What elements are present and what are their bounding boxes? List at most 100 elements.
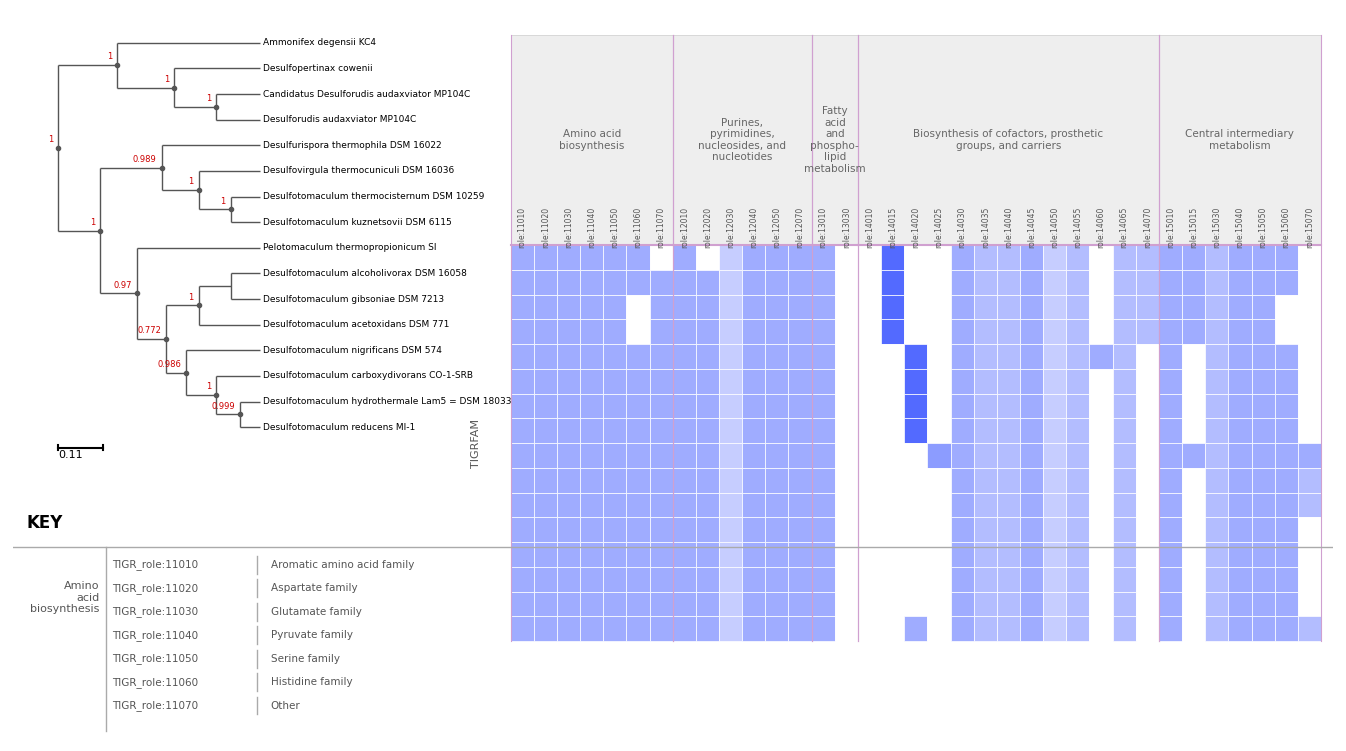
Bar	[789, 493, 812, 517]
Bar	[742, 542, 766, 567]
Bar	[789, 294, 812, 319]
Text: Central intermediary
metabolism: Central intermediary metabolism	[1186, 129, 1295, 151]
Bar	[1182, 294, 1205, 319]
Bar	[1205, 567, 1229, 592]
Bar	[1275, 617, 1298, 641]
Bar	[997, 319, 1020, 344]
Bar	[1298, 517, 1320, 542]
Bar	[696, 542, 719, 567]
Bar	[1205, 617, 1229, 641]
Bar	[557, 418, 580, 443]
Text: 1: 1	[188, 177, 194, 186]
Bar	[626, 344, 650, 369]
Bar	[1066, 517, 1089, 542]
Bar	[812, 35, 857, 245]
Bar	[1066, 369, 1089, 394]
Bar	[580, 517, 603, 542]
Bar	[719, 394, 742, 418]
Bar	[973, 493, 997, 517]
Bar	[510, 617, 534, 641]
Bar	[1229, 443, 1252, 468]
Bar	[812, 245, 835, 270]
Bar	[603, 443, 626, 468]
Bar	[835, 245, 857, 270]
Bar	[1205, 542, 1229, 567]
Bar	[534, 443, 557, 468]
Bar	[1182, 493, 1205, 517]
Bar	[510, 270, 534, 294]
Bar	[1089, 270, 1113, 294]
Bar	[1113, 592, 1136, 617]
Bar	[789, 245, 812, 270]
Bar	[1136, 517, 1159, 542]
Bar	[1159, 418, 1182, 443]
Bar	[857, 294, 882, 319]
Bar	[1205, 294, 1229, 319]
Bar	[1275, 245, 1298, 270]
Text: Desulfotomaculum kuznetsovii DSM 6115: Desulfotomaculum kuznetsovii DSM 6115	[262, 218, 451, 227]
Bar	[1066, 493, 1089, 517]
Bar	[557, 369, 580, 394]
Bar	[534, 245, 557, 270]
Bar	[812, 592, 835, 617]
Text: TIGR_role:11010: TIGR_role:11010	[112, 559, 198, 570]
Bar	[789, 517, 812, 542]
Bar	[1252, 443, 1275, 468]
Bar	[997, 443, 1020, 468]
Bar	[696, 394, 719, 418]
Bar	[1020, 443, 1043, 468]
Text: role:14055: role:14055	[1073, 207, 1082, 248]
Bar	[696, 567, 719, 592]
Text: 1: 1	[221, 197, 226, 206]
Bar	[766, 418, 789, 443]
Bar	[905, 294, 927, 319]
Text: TIGR_role:11070: TIGR_role:11070	[112, 700, 198, 711]
Text: Pyruvate family: Pyruvate family	[271, 630, 353, 640]
Bar	[650, 344, 673, 369]
Bar	[950, 493, 973, 517]
Bar	[603, 270, 626, 294]
Bar	[580, 369, 603, 394]
Bar	[557, 567, 580, 592]
Bar	[1066, 394, 1089, 418]
Bar	[557, 394, 580, 418]
Bar	[973, 344, 997, 369]
Bar	[534, 567, 557, 592]
Bar	[766, 468, 789, 493]
Bar	[742, 394, 766, 418]
Bar	[1136, 493, 1159, 517]
Text: Amino acid
biosynthesis: Amino acid biosynthesis	[559, 129, 625, 151]
Bar	[650, 394, 673, 418]
Bar	[766, 369, 789, 394]
Bar	[812, 344, 835, 369]
Bar	[1159, 369, 1182, 394]
Bar	[580, 592, 603, 617]
Text: 1: 1	[106, 53, 112, 62]
Bar	[580, 493, 603, 517]
Bar	[882, 394, 905, 418]
Bar	[510, 319, 534, 344]
Bar	[696, 493, 719, 517]
Bar	[626, 542, 650, 567]
Text: role:12020: role:12020	[703, 207, 712, 248]
Bar	[626, 319, 650, 344]
Bar	[927, 443, 950, 468]
Bar	[1205, 369, 1229, 394]
Text: role:11010: role:11010	[518, 207, 526, 248]
Bar	[673, 35, 812, 245]
Bar	[857, 517, 882, 542]
Bar	[557, 517, 580, 542]
Text: role:15050: role:15050	[1259, 207, 1268, 248]
Bar	[1136, 592, 1159, 617]
Bar	[882, 517, 905, 542]
Text: Desulfovirgula thermocuniculi DSM 16036: Desulfovirgula thermocuniculi DSM 16036	[262, 167, 454, 176]
Bar	[835, 617, 857, 641]
Bar	[1182, 369, 1205, 394]
Bar	[950, 443, 973, 468]
Bar	[580, 418, 603, 443]
Bar	[1113, 617, 1136, 641]
Bar	[835, 493, 857, 517]
Bar	[1275, 517, 1298, 542]
Bar	[1298, 542, 1320, 567]
Bar	[742, 443, 766, 468]
